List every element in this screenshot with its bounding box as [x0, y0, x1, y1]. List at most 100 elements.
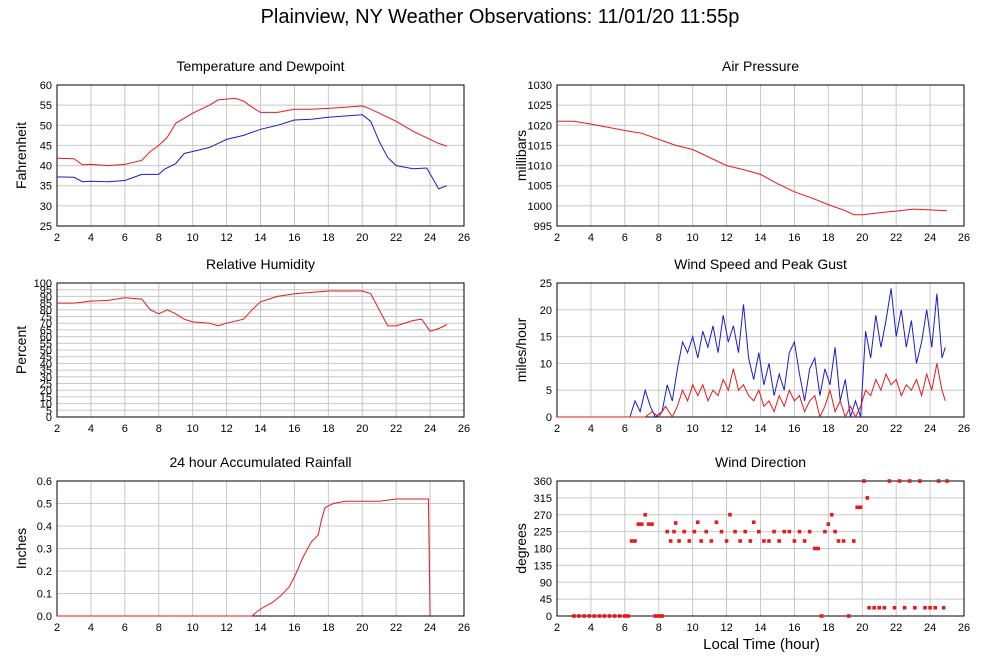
- x-tick-label: 16: [288, 622, 300, 634]
- y-tick-label: 45: [540, 594, 552, 606]
- data-point: [757, 529, 761, 534]
- data-point: [668, 539, 673, 543]
- y-tick-label: 0: [46, 412, 52, 424]
- data-point: [665, 529, 670, 534]
- y-tick-label: 1000: [528, 201, 552, 213]
- data-point: [639, 522, 644, 526]
- x-tick-label: 18: [322, 423, 334, 435]
- y-tick-label: 40: [40, 161, 52, 173]
- data-point: [587, 614, 592, 618]
- data-point: [692, 529, 697, 534]
- series-line-1: [56, 97, 448, 167]
- y-tick-label: 0.5: [37, 499, 52, 511]
- data-point: [677, 539, 681, 543]
- x-tick-label: 24: [924, 622, 936, 634]
- y-tick-label: 35: [40, 365, 52, 377]
- x-tick-label: 22: [390, 232, 402, 244]
- chart-title: 24 hour Accumulated Rainfall: [169, 454, 351, 470]
- y-tick-label: 0.4: [37, 521, 52, 533]
- x-tick-label: 26: [458, 622, 470, 634]
- x-tick-label: 24: [424, 423, 436, 435]
- data-point: [877, 605, 882, 610]
- x-tick-label: 14: [254, 622, 266, 634]
- y-tick-label: 0.1: [37, 589, 52, 601]
- data-point: [738, 539, 742, 543]
- y-tick-label: 50: [40, 120, 52, 132]
- x-tick-label: 22: [890, 622, 902, 634]
- x-tick-label: 22: [890, 232, 902, 244]
- x-tick-label: 8: [156, 232, 162, 244]
- data-point: [653, 614, 658, 618]
- x-tick-label: 2: [54, 232, 60, 244]
- data-point: [928, 605, 932, 610]
- data-point: [777, 539, 781, 543]
- x-tick-label: 16: [288, 232, 300, 244]
- y-tick-label: 270: [534, 510, 552, 522]
- x-tick-label: 14: [754, 622, 766, 634]
- data-point: [751, 520, 756, 525]
- x-tick-label: 6: [622, 232, 628, 244]
- data-point: [892, 605, 897, 610]
- y-tick-label: 70: [40, 318, 52, 330]
- x-tick-label: 10: [687, 232, 699, 244]
- x-tick-label: 20: [856, 232, 868, 244]
- data-point: [656, 614, 661, 618]
- y-tick-label: 1030: [528, 80, 552, 92]
- y-axis-label: Inches: [13, 528, 29, 569]
- data-point: [704, 529, 709, 534]
- x-tick-label: 6: [122, 232, 128, 244]
- data-point: [633, 539, 637, 543]
- x-tick-label: 20: [856, 622, 868, 634]
- y-tick-label: 80: [40, 305, 52, 317]
- x-tick-label: 20: [856, 423, 868, 435]
- data-point: [841, 539, 846, 543]
- y-tick-label: 315: [534, 493, 552, 505]
- y-axis-label: Percent: [13, 326, 29, 374]
- y-tick-label: 60: [40, 80, 52, 92]
- y-tick-label: 995: [534, 221, 552, 233]
- y-tick-label: 20: [540, 305, 552, 317]
- series-line-2: [557, 363, 946, 419]
- data-point: [673, 521, 678, 525]
- x-tick-label: 18: [322, 232, 334, 244]
- x-tick-label: 20: [356, 423, 368, 435]
- data-point: [807, 529, 812, 534]
- data-point: [936, 479, 941, 483]
- x-tick-label: 2: [554, 232, 560, 244]
- y-tick-label: 35: [40, 181, 52, 193]
- y-tick-label: 135: [534, 560, 552, 572]
- data-point: [836, 539, 841, 543]
- x-tick-label: 6: [122, 622, 128, 634]
- y-tick-label: 55: [40, 100, 52, 112]
- y-tick-label: 0: [546, 412, 552, 424]
- y-tick-label: 15: [40, 392, 52, 404]
- data-point: [636, 522, 641, 526]
- data-point: [858, 505, 863, 510]
- x-tick-label: 12: [220, 622, 232, 634]
- x-tick-label: 18: [822, 423, 834, 435]
- data-point: [867, 605, 871, 610]
- y-tick-label: 25: [40, 221, 52, 233]
- x-tick-label: 12: [220, 232, 232, 244]
- y-axis-label: degrees: [513, 523, 529, 574]
- data-point: [797, 529, 802, 534]
- y-tick-label: 25: [40, 379, 52, 391]
- y-tick-label: 180: [534, 544, 552, 556]
- x-tick-label: 8: [156, 622, 162, 634]
- y-tick-label: 25: [540, 278, 552, 290]
- x-tick-label: 14: [254, 232, 266, 244]
- y-tick-label: 40: [40, 358, 52, 370]
- x-tick-label: 26: [458, 232, 470, 244]
- x-tick-label: 22: [890, 423, 902, 435]
- x-tick-label: 12: [720, 232, 732, 244]
- data-point: [762, 539, 766, 543]
- y-tick-label: 5: [46, 405, 52, 417]
- data-point: [823, 529, 827, 534]
- data-point: [582, 614, 586, 618]
- data-point: [687, 539, 692, 543]
- data-point: [826, 522, 831, 526]
- y-tick-label: 45: [40, 140, 52, 152]
- chart-title: Wind Speed and Peak Gust: [674, 256, 847, 272]
